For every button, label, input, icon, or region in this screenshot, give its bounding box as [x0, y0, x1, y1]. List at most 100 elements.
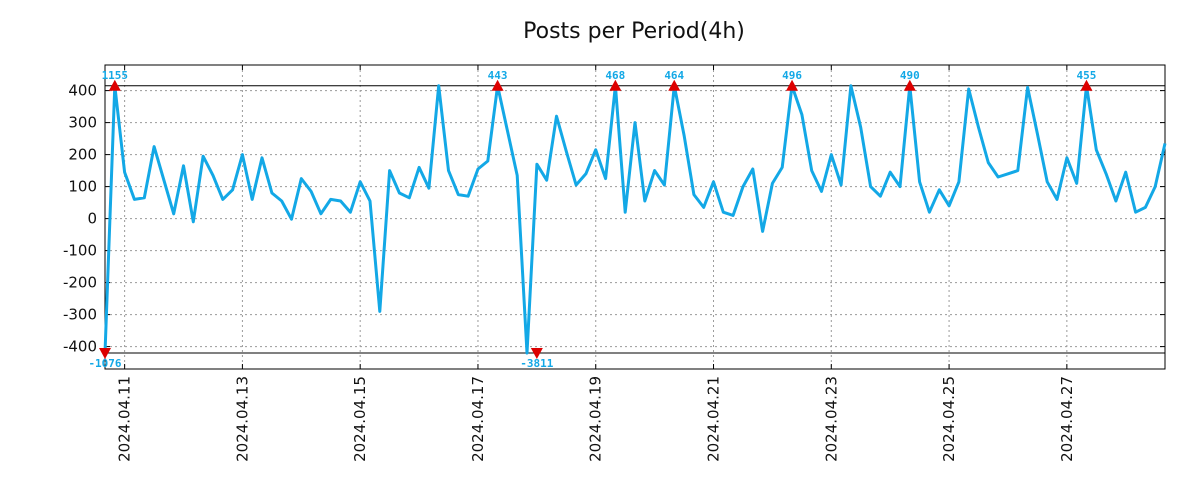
peak-marker	[903, 79, 916, 91]
x-tick-label: 2024.04.15	[351, 376, 369, 462]
y-tick-label: -200	[63, 274, 97, 292]
data-point	[742, 185, 744, 187]
x-tick-label: 2024.04.17	[469, 376, 487, 462]
data-point	[281, 200, 283, 202]
data-point	[388, 169, 390, 171]
data-point	[653, 169, 655, 171]
data-point	[369, 200, 371, 202]
data-point	[634, 121, 636, 123]
data-point	[339, 200, 341, 202]
x-tick-label: 2024.04.25	[940, 376, 958, 462]
data-point	[1164, 142, 1166, 144]
data-point	[192, 221, 194, 223]
data-point	[722, 211, 724, 213]
data-point	[359, 181, 361, 183]
data-point	[428, 187, 430, 189]
data-point	[133, 198, 135, 200]
data-point	[261, 157, 263, 159]
data-point	[202, 155, 204, 157]
y-tick-label: 300	[68, 114, 97, 132]
data-point	[840, 184, 842, 186]
data-point	[938, 189, 940, 191]
data-point	[683, 134, 685, 136]
plot-area	[104, 64, 1166, 370]
data-point	[1134, 211, 1136, 213]
data-point	[968, 88, 970, 90]
data-point	[830, 153, 832, 155]
data-point	[1105, 173, 1107, 175]
y-tick-label: -400	[63, 338, 97, 356]
data-point	[781, 166, 783, 168]
data-point	[771, 182, 773, 184]
data-point	[663, 184, 665, 186]
y-axis: -400 -300 -200 -100 0 100 200 300 400	[63, 82, 1165, 356]
data-point	[1095, 149, 1097, 151]
data-point	[1125, 171, 1127, 173]
data-point	[447, 169, 449, 171]
data-point	[1144, 206, 1146, 208]
data-point	[565, 150, 567, 152]
x-tick-label: 2024.04.13	[233, 376, 251, 462]
data-point	[801, 113, 803, 115]
x-tick-label: 2024.04.23	[822, 376, 840, 462]
data-point	[732, 214, 734, 216]
data-point	[869, 185, 871, 187]
peak-marker	[491, 79, 504, 91]
data-point	[457, 193, 459, 195]
data-point	[153, 145, 155, 147]
series-line-posts	[103, 84, 1167, 355]
data-point	[987, 161, 989, 163]
data-point	[820, 190, 822, 192]
data-point	[712, 181, 714, 183]
data-point	[487, 160, 489, 162]
peak-label: 490	[900, 69, 920, 82]
data-point	[526, 352, 528, 354]
chart-title: Posts per Period(4h)	[523, 19, 745, 44]
data-point	[1026, 86, 1028, 88]
data-point	[1017, 169, 1019, 171]
data-point	[604, 177, 606, 179]
trough-label: -3811	[520, 357, 553, 370]
data-point	[585, 173, 587, 175]
data-point	[752, 168, 754, 170]
data-point	[948, 205, 950, 207]
y-tick-label: 100	[68, 178, 97, 196]
data-point	[958, 181, 960, 183]
trough-label: -1076	[88, 357, 121, 370]
data-point	[644, 200, 646, 202]
data-point	[977, 126, 979, 128]
data-point	[123, 171, 125, 173]
data-point	[997, 176, 999, 178]
data-point	[928, 211, 930, 213]
data-point	[290, 218, 292, 220]
data-point	[516, 174, 518, 176]
data-point	[1007, 173, 1009, 175]
data-point	[860, 126, 862, 128]
peak-marker	[1080, 79, 1093, 91]
data-point	[271, 192, 273, 194]
data-point	[1154, 185, 1156, 187]
data-point	[163, 179, 165, 181]
data-point	[222, 198, 224, 200]
data-point	[1056, 198, 1058, 200]
data-point	[595, 149, 597, 151]
data-point	[477, 168, 479, 170]
peak-label: 496	[782, 69, 802, 82]
peak-label: 464	[664, 69, 684, 82]
peak-marker	[668, 79, 681, 91]
data-point	[575, 184, 577, 186]
trough-marker	[99, 348, 111, 359]
x-axis: 2024.04.11 2024.04.13 2024.04.15 2024.04.17…	[116, 65, 1076, 462]
data-point	[398, 192, 400, 194]
data-point	[918, 181, 920, 183]
clip-lines	[105, 85, 1165, 354]
data-point	[850, 85, 852, 87]
data-point	[212, 174, 214, 176]
peak-marker	[786, 79, 799, 91]
peak-label: 455	[1077, 69, 1097, 82]
data-point	[1076, 182, 1078, 184]
peak-label: 1155	[102, 69, 129, 82]
data-point	[879, 195, 881, 197]
data-point	[251, 198, 253, 200]
